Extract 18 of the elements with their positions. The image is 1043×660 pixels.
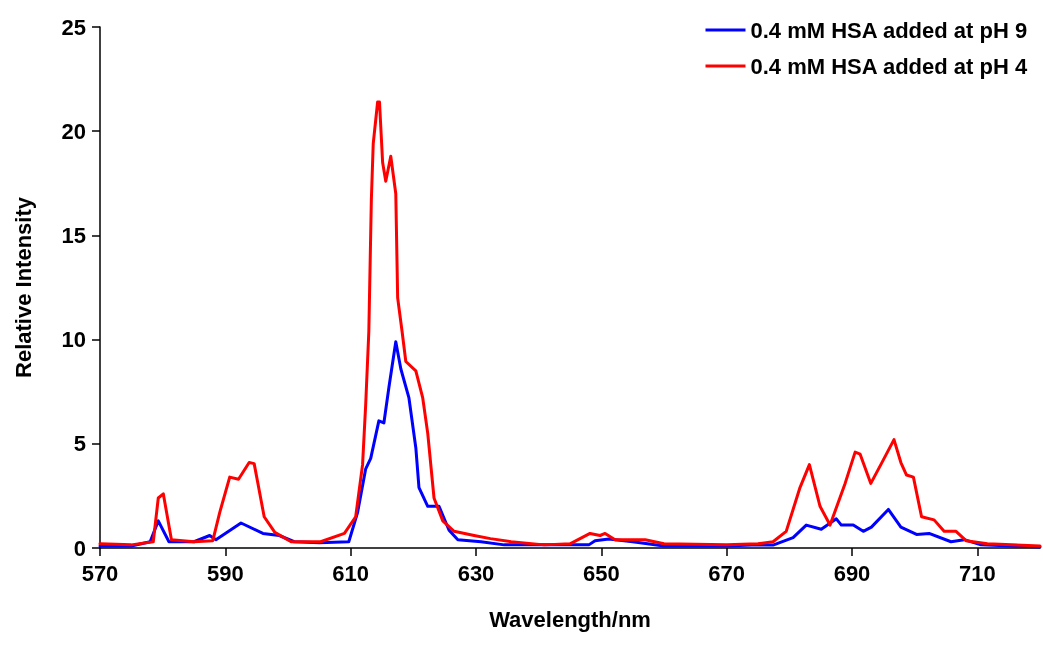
x-tick-label: 670 [708,560,746,586]
y-axis-title: Relative Intensity [10,196,36,378]
x-axis-title: Wavelength/nm [489,606,651,632]
y-tick-label: 20 [61,118,86,144]
y-tick-label: 0 [73,535,86,561]
y-tick-label: 25 [61,14,86,40]
legend-label: 0.4 mM HSA added at pH 9 [750,17,1028,43]
x-tick-label: 650 [582,560,620,586]
x-tick-label: 710 [958,560,996,586]
x-tick-label: 690 [833,560,871,586]
y-tick-label: 5 [73,431,86,457]
x-tick-label: 630 [457,560,495,586]
y-tick-label: 10 [61,327,86,353]
x-tick-label: 570 [81,560,119,586]
x-tick-label: 610 [332,560,370,586]
y-tick-label: 15 [61,222,86,248]
legend-label: 0.4 mM HSA added at pH 4 [750,53,1028,79]
x-tick-label: 590 [206,560,244,586]
